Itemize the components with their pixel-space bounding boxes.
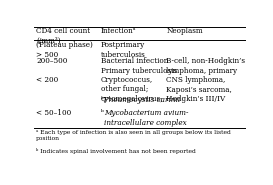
Text: ᵇ: ᵇ: [101, 109, 104, 117]
Text: Cryptococcus,
other fungal;
cytomegalovirus;: Cryptococcus, other fungal; cytomegalovi…: [101, 76, 164, 103]
Text: ᵃ Each type of infection is also seen in all groups below its listed
position: ᵃ Each type of infection is also seen in…: [36, 130, 231, 141]
Text: Neoplasm: Neoplasm: [166, 27, 203, 35]
Text: Mycobacterium avium-
intracellulare complex: Mycobacterium avium- intracellulare comp…: [104, 109, 189, 127]
Text: ᵇ Indicates spinal involvement has not been reported: ᵇ Indicates spinal involvement has not b…: [36, 148, 196, 154]
Text: (Plateau phase)
> 500: (Plateau phase) > 500: [36, 41, 93, 59]
Text: < 200: < 200: [36, 76, 58, 84]
Text: < 50–100: < 50–100: [36, 109, 72, 117]
Text: Infectionᵃ: Infectionᵃ: [101, 27, 136, 35]
Text: ᵇPneumocystis carinii: ᵇPneumocystis carinii: [101, 96, 180, 105]
Text: CD4 cell count
(/mm³): CD4 cell count (/mm³): [36, 27, 90, 45]
Text: Postprimary
tuberculosis: Postprimary tuberculosis: [101, 41, 146, 59]
Text: 200–500: 200–500: [36, 57, 68, 65]
Text: Bacterial infection
Primary tuberculosis: Bacterial infection Primary tuberculosis: [101, 57, 177, 75]
Text: B-cell, non-Hodgkin’s
lymphoma, primary
CNS lymphoma,
Kaposi’s sarcoma,
Hodgkin’: B-cell, non-Hodgkin’s lymphoma, primary …: [166, 57, 245, 103]
